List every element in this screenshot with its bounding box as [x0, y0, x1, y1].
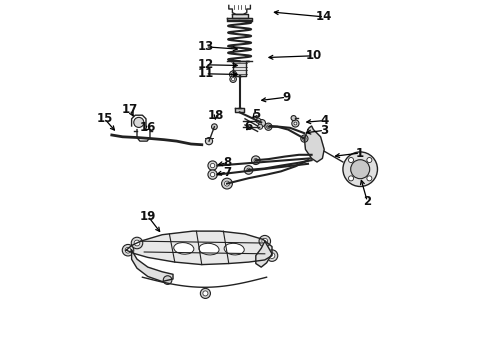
Polygon shape: [256, 241, 272, 267]
Circle shape: [294, 122, 297, 125]
Text: 5: 5: [252, 108, 260, 121]
Circle shape: [291, 116, 296, 121]
Circle shape: [200, 288, 210, 298]
Text: 17: 17: [122, 103, 138, 116]
Polygon shape: [126, 231, 272, 265]
Circle shape: [203, 291, 208, 296]
Circle shape: [247, 168, 250, 172]
Circle shape: [122, 244, 134, 256]
Text: 14: 14: [316, 10, 332, 23]
Text: 19: 19: [140, 210, 156, 222]
Circle shape: [212, 124, 217, 130]
Circle shape: [251, 156, 260, 165]
Text: 2: 2: [364, 195, 371, 208]
Circle shape: [229, 71, 237, 78]
Circle shape: [125, 247, 131, 253]
Text: 8: 8: [223, 156, 231, 169]
Circle shape: [230, 76, 236, 82]
Circle shape: [267, 125, 270, 129]
Circle shape: [231, 77, 235, 81]
Circle shape: [221, 178, 232, 189]
Circle shape: [351, 160, 369, 179]
Polygon shape: [235, 108, 244, 112]
Circle shape: [348, 158, 354, 163]
Text: 15: 15: [97, 112, 113, 125]
Ellipse shape: [224, 243, 244, 255]
Circle shape: [231, 73, 235, 76]
Circle shape: [367, 176, 372, 181]
Text: 1: 1: [356, 147, 364, 159]
Circle shape: [245, 166, 253, 174]
Polygon shape: [232, 14, 247, 18]
Circle shape: [303, 137, 306, 140]
Text: 7: 7: [223, 166, 231, 179]
Circle shape: [210, 163, 215, 168]
Circle shape: [292, 120, 299, 127]
Circle shape: [258, 124, 263, 129]
Ellipse shape: [174, 243, 194, 254]
Circle shape: [210, 172, 215, 177]
Text: 6: 6: [245, 120, 253, 133]
Text: 13: 13: [197, 40, 214, 53]
Circle shape: [259, 235, 270, 247]
Circle shape: [224, 181, 229, 186]
Circle shape: [301, 135, 308, 142]
Circle shape: [208, 161, 217, 170]
Polygon shape: [132, 250, 173, 282]
Polygon shape: [227, 18, 252, 20]
Circle shape: [343, 152, 377, 186]
Circle shape: [134, 117, 144, 127]
Text: 12: 12: [197, 58, 214, 71]
Circle shape: [254, 158, 258, 162]
Text: 10: 10: [305, 49, 321, 62]
Circle shape: [208, 170, 217, 179]
Text: 3: 3: [320, 124, 328, 137]
Circle shape: [348, 176, 354, 181]
Text: 16: 16: [140, 121, 156, 134]
Circle shape: [258, 120, 266, 127]
Circle shape: [256, 118, 261, 123]
Circle shape: [205, 138, 213, 145]
Circle shape: [163, 276, 172, 284]
Circle shape: [367, 158, 372, 163]
Text: 4: 4: [320, 114, 328, 127]
Ellipse shape: [199, 243, 219, 255]
Text: 11: 11: [197, 67, 214, 80]
Text: 9: 9: [282, 91, 291, 104]
Circle shape: [262, 238, 268, 244]
Text: 18: 18: [208, 109, 224, 122]
Circle shape: [131, 237, 143, 249]
Polygon shape: [304, 126, 324, 162]
Circle shape: [265, 123, 272, 130]
Circle shape: [266, 250, 278, 261]
Circle shape: [134, 240, 140, 246]
Polygon shape: [231, 61, 248, 76]
Circle shape: [269, 253, 275, 258]
